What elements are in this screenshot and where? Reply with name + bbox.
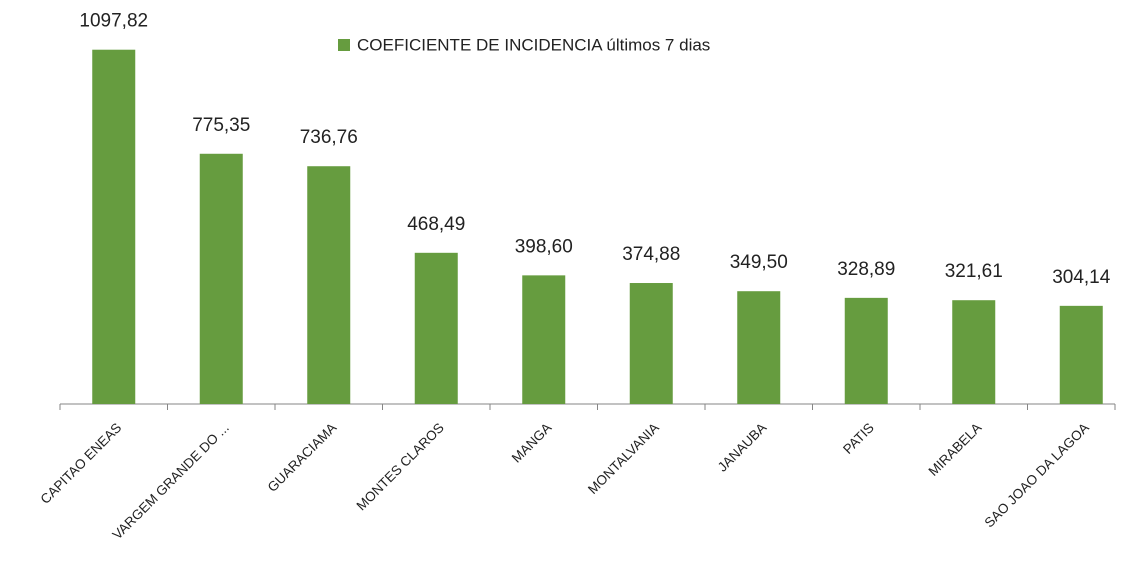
x-tick-label: MANGA bbox=[509, 420, 555, 466]
value-label: 736,76 bbox=[300, 127, 358, 148]
value-label: 468,49 bbox=[407, 214, 465, 235]
x-tick-label: SAO JOAO DA LAGOA bbox=[982, 420, 1092, 530]
value-label: 374,88 bbox=[622, 244, 680, 265]
bar bbox=[1059, 305, 1103, 404]
value-label: 775,35 bbox=[192, 115, 250, 136]
bar bbox=[737, 291, 781, 404]
x-tick-label: JANAUBA bbox=[715, 420, 770, 475]
value-label: 321,61 bbox=[945, 261, 1003, 282]
legend-swatch bbox=[338, 39, 350, 51]
bar bbox=[199, 153, 243, 404]
value-label: 349,50 bbox=[730, 252, 788, 273]
value-label: 328,89 bbox=[837, 259, 895, 280]
x-tick-label: GUARACIAMA bbox=[265, 420, 340, 495]
legend-label: COEFICIENTE DE INCIDENCIA últimos 7 dias bbox=[357, 35, 710, 54]
x-tick-label: PATIS bbox=[840, 420, 877, 457]
x-tick-label: CAPITAO ENEAS bbox=[38, 420, 125, 507]
x-tick-label: MONTALVANIA bbox=[585, 420, 662, 497]
bar bbox=[952, 300, 996, 404]
bar bbox=[629, 283, 673, 404]
value-label: 1097,82 bbox=[79, 11, 148, 32]
x-tick-label: VARGEM GRANDE DO ... bbox=[110, 420, 232, 542]
bar bbox=[522, 275, 566, 404]
x-tick-label: MIRABELA bbox=[926, 420, 985, 479]
value-label: 398,60 bbox=[515, 236, 573, 257]
bar bbox=[307, 166, 351, 404]
bar bbox=[414, 252, 458, 404]
value-label: 304,14 bbox=[1052, 267, 1111, 288]
bar bbox=[92, 49, 136, 404]
bar bbox=[844, 297, 888, 404]
x-tick-label: MONTES CLAROS bbox=[354, 420, 447, 513]
